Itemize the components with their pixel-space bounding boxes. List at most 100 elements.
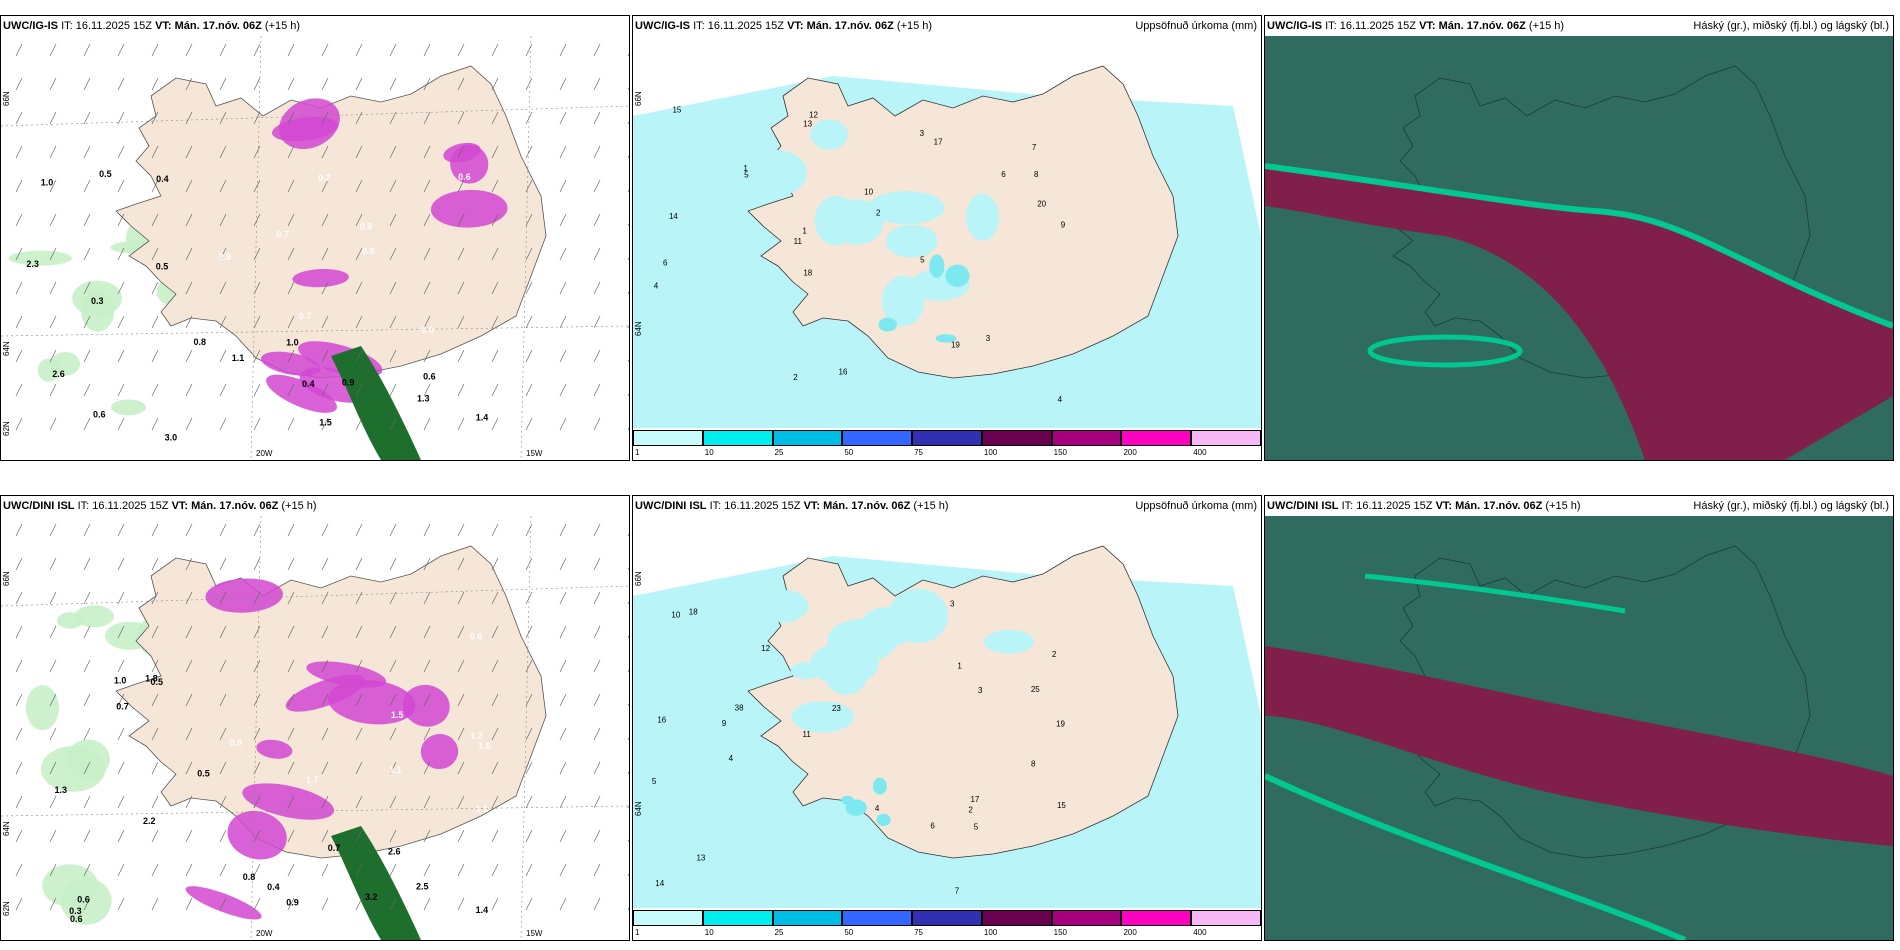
wind-barb (525, 111, 533, 125)
wind-barb (253, 897, 261, 911)
wind-barb (151, 77, 159, 91)
wind-barb (525, 281, 533, 295)
legend-tick-label: 75 (914, 448, 924, 457)
accum-value-label: 3 (978, 686, 983, 695)
wind-barb (491, 523, 499, 537)
color-legend: 1 10 25 50 75 100 150 200 400 (633, 428, 1261, 460)
wind-barb (151, 213, 159, 227)
legend-tick-label: 200 (1123, 928, 1137, 937)
wind-barb (287, 829, 295, 843)
wind-barb (423, 417, 431, 431)
precip-area-1mm (733, 800, 805, 839)
wind-barb (117, 349, 125, 363)
wind-barb (525, 863, 533, 877)
accum-value-label: 3 (950, 600, 955, 609)
panel-header: UWC/IG-IS IT: 16.11.2025 15Z VT: Mán. 17… (1265, 16, 1893, 36)
wind-barb (287, 315, 295, 329)
wind-barb (559, 349, 567, 363)
wind-barb (593, 727, 601, 741)
accum-value-label: 8 (1031, 760, 1036, 769)
wind-barb (593, 761, 601, 775)
wind-barb (49, 247, 57, 261)
wind-barb (185, 383, 193, 397)
wind-barb (559, 43, 567, 57)
wind-barb (15, 625, 23, 639)
wind-barb (185, 247, 193, 261)
precip-value-label: 1.1 (232, 353, 245, 363)
accum-value-label: 9 (722, 719, 727, 728)
wind-barb (321, 625, 329, 639)
wind-barb (83, 213, 91, 227)
wind-barb (321, 247, 329, 261)
wind-barb (321, 349, 329, 363)
wind-barb (389, 213, 397, 227)
wind-barb (49, 591, 57, 605)
lat-label: 64N (2, 821, 11, 836)
panel-accum-precip-row2: UWC/DINI ISL IT: 16.11.2025 15Z VT: Mán.… (632, 495, 1262, 941)
wind-barb (525, 727, 533, 741)
wind-barb (185, 557, 193, 571)
wind-barb (117, 727, 125, 741)
wind-barb (423, 145, 431, 159)
wind-barb (593, 897, 601, 911)
wind-barb (525, 417, 533, 431)
accum-value-label: 3 (986, 334, 991, 343)
wind-barb (253, 829, 261, 843)
precip-area-1mm (746, 149, 807, 196)
legend-tick-label: 150 (1053, 448, 1068, 457)
wind-barb (321, 727, 329, 741)
precip-area-10mm (878, 317, 897, 332)
wind-barb (355, 829, 363, 843)
wind-barb (423, 523, 431, 537)
wind-barb (185, 727, 193, 741)
wind-barb (457, 591, 465, 605)
accum-value-label: 16 (657, 716, 666, 725)
panel-cloud-row1: UWC/IG-IS IT: 16.11.2025 15Z VT: Mán. 17… (1264, 15, 1894, 461)
wind-barb (457, 693, 465, 707)
wind-barb (355, 111, 363, 125)
wind-barb (219, 315, 227, 329)
wind-barb (457, 315, 465, 329)
accum-value-label: 19 (1056, 720, 1065, 729)
wind-barb (321, 43, 329, 57)
wind-barb (321, 897, 329, 911)
wind-barb (423, 727, 431, 741)
precip-value-label: 1.4 (476, 413, 489, 423)
wind-barb (83, 591, 91, 605)
wind-barb (525, 829, 533, 843)
precip-value-label: 0.7 (318, 173, 331, 183)
wind-barb (525, 659, 533, 673)
wind-barb (559, 383, 567, 397)
precip-area-light (42, 864, 99, 907)
precip-value-label: 2.6 (52, 369, 65, 379)
low-cloud-band (1265, 163, 1893, 329)
wind-barb (49, 523, 57, 537)
wind-barb (559, 417, 567, 431)
accum-value-label: 7 (955, 886, 960, 895)
wind-barb (491, 761, 499, 775)
accum-value-label: 2 (793, 373, 798, 382)
precip-value-label: 2.5 (416, 882, 429, 892)
wind-barb (83, 557, 91, 571)
wind-barb (253, 727, 261, 741)
wind-barb (253, 43, 261, 57)
lat-label: 64N (634, 801, 643, 816)
wind-barb (491, 77, 499, 91)
wind-barb (253, 281, 261, 295)
wind-barb (491, 829, 499, 843)
wind-barb (525, 349, 533, 363)
wind-barb (593, 523, 601, 537)
wind-barb (287, 591, 295, 605)
low-cloud-band (1364, 573, 1626, 614)
wind-barb (185, 863, 193, 877)
wind-barb (491, 213, 499, 227)
wind-barb (185, 111, 193, 125)
wind-barb (185, 897, 193, 911)
precip-area-heavy (261, 351, 321, 376)
wind-barb (355, 383, 363, 397)
wind-barb (525, 557, 533, 571)
legend-tick-label: 1 (635, 928, 640, 937)
wind-barb (219, 591, 227, 605)
wind-barb (355, 315, 363, 329)
wind-barb (185, 179, 193, 193)
